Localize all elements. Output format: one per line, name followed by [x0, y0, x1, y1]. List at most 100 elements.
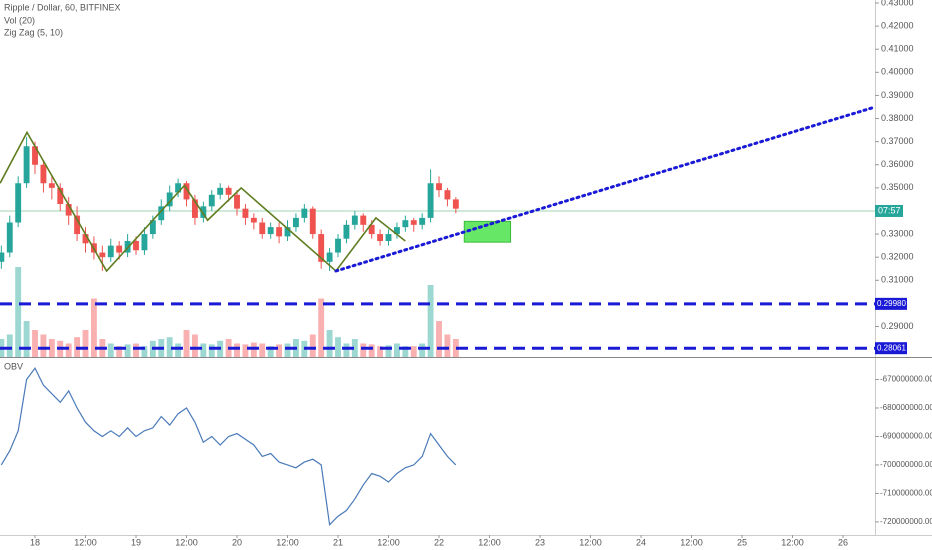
candle-body [200, 206, 207, 218]
candle-body [48, 183, 55, 188]
candle-body [276, 227, 283, 237]
candle-body [368, 224, 375, 235]
volume-bar [335, 337, 341, 357]
x-tick-label: 12:00 [579, 537, 602, 547]
volume-bar [15, 267, 22, 357]
candle-body [158, 206, 165, 221]
current-price-label: 07:57 [878, 205, 901, 215]
volume-bar [402, 346, 409, 357]
y-tick-label: 0.36000 [881, 159, 914, 169]
candle-body [385, 234, 392, 242]
volume-bar [343, 343, 350, 357]
volume-bar [368, 344, 375, 357]
candle-body [23, 146, 30, 184]
y-tick-label: 0.38000 [881, 113, 914, 123]
volume-bar [385, 345, 392, 357]
candle-body [32, 146, 38, 165]
volume-bar [427, 285, 434, 357]
y-tick-label: 0.40000 [881, 67, 914, 77]
volume-bar [107, 343, 114, 357]
volume-bar [351, 339, 358, 357]
volume-bar [242, 344, 249, 357]
volume-bar [318, 298, 325, 357]
y-tick-label: 0.41000 [881, 44, 914, 54]
candle-body [250, 217, 257, 223]
volume-bar [183, 330, 190, 357]
candle-body [410, 220, 417, 225]
volume-bar [267, 346, 274, 357]
y-tick-label: 0.33000 [881, 228, 914, 238]
x-tick-label: 26 [838, 537, 848, 547]
current-price-box [875, 204, 903, 217]
level-label: 0.28061 [877, 343, 906, 352]
candle-body [301, 208, 308, 218]
candle-body [133, 241, 139, 251]
volume-bar [360, 343, 367, 357]
x-tick-label: 12:00 [377, 537, 400, 547]
volume-bar [23, 321, 30, 357]
volume-bar [377, 346, 384, 357]
candle-body [343, 224, 350, 239]
y-tick-label: 0.31000 [881, 275, 914, 285]
volume-bar [259, 343, 266, 357]
chart-title: Ripple / Dollar, 60, BITFINEX [4, 2, 121, 12]
volume-bar [200, 343, 207, 357]
candle-body [65, 204, 72, 216]
indicator-label: Zig Zag (5, 10) [4, 27, 63, 37]
trendline [334, 105, 877, 273]
candle-body [225, 187, 232, 195]
candle-body [393, 227, 400, 235]
y2-tick-label: -670000000.0000 [880, 375, 932, 384]
y-tick-label: 0.39000 [881, 90, 914, 100]
candle-body [292, 217, 299, 228]
y-tick-label: 0.42000 [881, 20, 914, 30]
x-tick-label: 12:00 [478, 537, 501, 547]
volume-bar [436, 321, 442, 357]
candle-body [166, 192, 173, 207]
candle-body [267, 227, 274, 235]
x-tick-label: 12:00 [781, 537, 804, 547]
volume-bar [276, 344, 283, 357]
volume-bar [250, 342, 257, 357]
candle-body [116, 245, 123, 253]
candle-body [15, 183, 22, 223]
x-tick-label: 12:00 [276, 537, 299, 547]
volume-bar [141, 346, 148, 357]
obv-title: OBV [4, 361, 23, 371]
candle-body [444, 190, 451, 200]
volume-bar [90, 298, 97, 357]
volume-bar [191, 334, 198, 357]
candle-body [452, 199, 459, 209]
y-tick-label: 0.37000 [881, 136, 914, 146]
level-box [875, 297, 907, 310]
x-tick-label: 12:00 [175, 537, 198, 547]
candle-body [99, 252, 106, 258]
volume-bar [175, 343, 182, 357]
y-tick-label: 0.43000 [881, 0, 914, 7]
volume-bar [284, 343, 291, 357]
volume-bar [208, 344, 215, 357]
volume-bar [48, 339, 55, 357]
candle-body [259, 222, 266, 235]
zigzag [0, 130, 406, 273]
candle-body [234, 194, 240, 209]
candle-body [208, 194, 215, 207]
volume-bar [124, 344, 131, 357]
candle-body [191, 199, 198, 218]
y-tick-label: 0.29000 [881, 321, 914, 331]
candle-body [217, 187, 224, 195]
volume-bar [234, 343, 240, 357]
candle-body [183, 183, 190, 200]
x-tick-label: 12:00 [74, 537, 97, 547]
volume-bar [6, 334, 13, 357]
x-tick-label: 21 [333, 537, 343, 547]
x-tick-label: 22 [434, 537, 444, 547]
candle-body [57, 187, 64, 205]
y2-tick-label: -680000000.0000 [880, 403, 932, 412]
x-tick-label: 24 [636, 537, 646, 547]
volume-bar [133, 343, 139, 357]
y2-tick-label: -700000000.0000 [880, 460, 932, 469]
candle-body [377, 234, 384, 242]
